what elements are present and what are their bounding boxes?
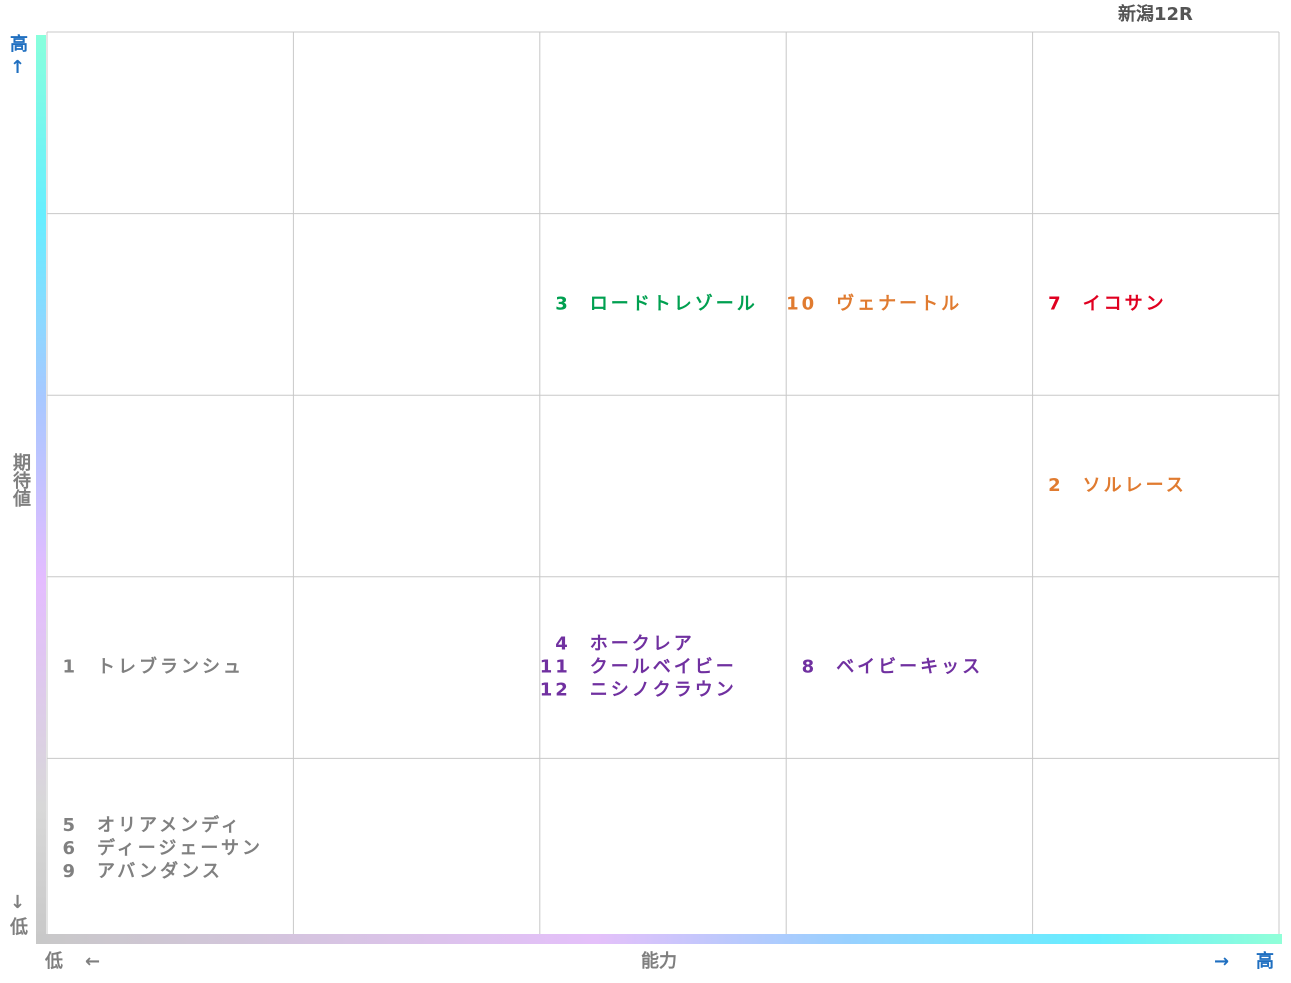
entry-number: 12 — [540, 680, 571, 701]
race-title: 新潟12R — [1118, 4, 1193, 25]
x-axis-arrow — [36, 934, 1282, 944]
entry-name: ソルレース — [1083, 475, 1187, 496]
entry-number: 7 — [1048, 293, 1064, 314]
entry-name: オリアメンディ — [97, 814, 242, 836]
entry-number: 9 — [62, 861, 78, 882]
x-label: 能力 — [641, 951, 677, 972]
y-high: 高 — [10, 34, 28, 55]
entries: 3 ロードトレゾール 10 ヴェナートル 7 イコサン 2 ソルレース 1 トレブランシュ 4 ホーク… — [62, 292, 1187, 882]
entry-number: 11 — [540, 657, 571, 678]
y-low-arrow: ↓ — [10, 892, 26, 913]
entry-name: イコサン — [1083, 293, 1167, 314]
x-high-arrow: → — [1214, 951, 1230, 972]
entry-name: トレブランシュ — [97, 656, 244, 678]
y-axis-arrow — [36, 35, 46, 943]
entry-name: ベイビーキッス — [836, 657, 983, 678]
entry-name: ロードトレゾール — [590, 293, 758, 314]
entry-number: 2 — [1048, 475, 1064, 496]
x-high: 高 — [1256, 951, 1274, 972]
entry-name: アバンダンス — [97, 860, 223, 882]
entry-number: 4 — [555, 634, 571, 655]
entry-number: 1 — [62, 657, 78, 678]
entry-name: ディージェーサン — [97, 837, 263, 859]
x-low-arrow: ← — [85, 951, 101, 972]
y-label: 期待値 — [10, 453, 31, 507]
entry-number: 5 — [62, 815, 78, 836]
entry-name: ホークレア — [590, 634, 695, 655]
entry-number: 6 — [62, 838, 78, 859]
y-low: 低 — [10, 917, 28, 938]
entry-name: ヴェナートル — [836, 292, 962, 314]
x-low: 低 — [45, 951, 63, 972]
y-high-arrow: ↑ — [10, 57, 26, 78]
entry-name: ニシノクラウン — [590, 680, 737, 701]
entry-number: 8 — [802, 657, 818, 678]
entry-number: 10 — [786, 293, 817, 314]
entry-number: 3 — [555, 293, 571, 314]
entry-name: クールベイビー — [590, 657, 737, 678]
